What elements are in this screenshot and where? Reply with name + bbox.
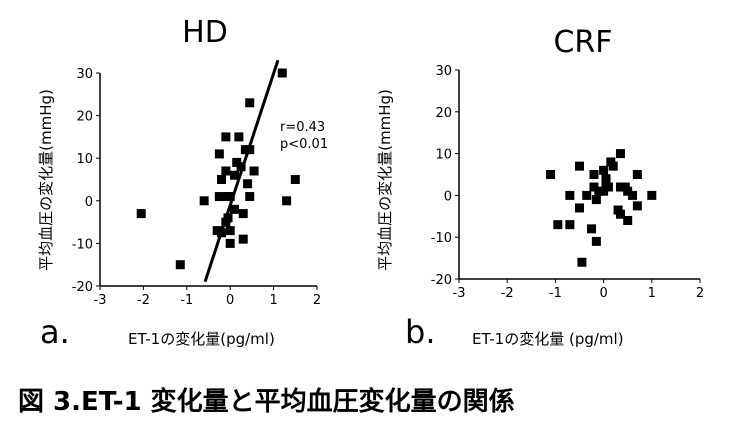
data-point <box>230 170 240 180</box>
data-point <box>238 234 248 244</box>
y-tick-label: 0 <box>85 195 93 210</box>
y-tick-label: 10 <box>76 152 93 167</box>
y-tick-label: 30 <box>435 64 452 79</box>
y-tick-label: -10 <box>431 231 452 246</box>
data-point <box>175 260 185 270</box>
data-point <box>599 186 609 196</box>
p-annotation: p<0.01 <box>280 137 328 152</box>
data-point <box>245 192 255 202</box>
data-point <box>238 209 248 219</box>
x-tick-label: 0 <box>599 286 607 301</box>
data-point <box>243 179 253 189</box>
data-point <box>565 220 575 230</box>
data-point <box>601 174 611 184</box>
data-point <box>136 209 146 219</box>
x-tick-label: 1 <box>648 286 656 301</box>
data-point <box>214 149 224 159</box>
x-tick-label: 2 <box>696 286 704 301</box>
data-point <box>230 204 240 214</box>
data-point <box>245 98 255 108</box>
y-tick-label: 20 <box>76 110 93 125</box>
data-point <box>615 209 625 219</box>
y-tick-label: 10 <box>435 148 452 163</box>
data-point <box>647 190 657 200</box>
data-point <box>225 192 235 202</box>
x-tick-label: 2 <box>313 293 321 308</box>
x-tick-label: 0 <box>226 293 234 308</box>
y-tick-label: -20 <box>72 280 93 295</box>
x-tick-label: 1 <box>269 293 277 308</box>
x-label-crf: ET-1の変化量 (pg/ml) <box>472 330 624 348</box>
data-point <box>589 182 599 192</box>
data-point <box>546 170 556 179</box>
x-tick-label: -2 <box>501 286 514 301</box>
data-point <box>591 195 601 205</box>
data-point <box>221 132 231 142</box>
y-tick-label: 20 <box>435 106 452 121</box>
data-point <box>217 175 227 184</box>
data-point <box>603 182 613 192</box>
data-point <box>236 162 246 172</box>
panel-label-b: b. <box>405 313 435 351</box>
y-label-hd: 平均血圧の変化量(mmHg) <box>37 89 55 271</box>
data-point <box>589 170 599 179</box>
data-point <box>225 226 235 236</box>
data-point <box>282 196 292 206</box>
data-point <box>615 182 625 192</box>
y-tick-label: -10 <box>72 237 93 252</box>
data-point <box>599 165 609 175</box>
data-point <box>594 186 604 196</box>
data-point <box>591 236 601 246</box>
data-point <box>577 257 587 267</box>
data-point <box>632 170 642 179</box>
data-point <box>277 68 287 78</box>
chart-title-hd: HD <box>182 15 228 50</box>
data-point <box>225 238 235 248</box>
y-label-crf: 平均血圧の変化量(mmHg) <box>376 89 394 271</box>
x-tick-label: -3 <box>94 293 107 308</box>
data-point <box>234 132 244 142</box>
data-point <box>249 166 259 176</box>
x-tick-label: -2 <box>137 293 150 308</box>
panel-label-a: a. <box>40 313 70 351</box>
data-point <box>623 186 633 196</box>
x-tick-label: -1 <box>549 286 562 301</box>
data-point <box>632 201 642 211</box>
data-point <box>608 161 618 171</box>
figure-caption: 図 3.ET-1 変化量と平均血圧変化量の関係 <box>18 386 515 417</box>
data-point <box>290 175 300 184</box>
y-tick-label: 0 <box>444 189 452 204</box>
x-label-hd: ET-1の変化量(pg/ml) <box>128 330 275 348</box>
data-point <box>615 149 625 159</box>
x-tick-label: -3 <box>453 286 466 301</box>
data-point <box>575 203 584 213</box>
data-point <box>221 166 231 176</box>
x-tick-label: -1 <box>180 293 193 308</box>
regression-line <box>203 59 280 283</box>
data-point <box>575 161 584 171</box>
data-point <box>199 196 209 206</box>
data-point <box>565 190 575 200</box>
data-point <box>623 215 633 225</box>
y-tick-label: -20 <box>431 273 452 288</box>
data-point <box>582 190 592 200</box>
data-point <box>214 192 224 202</box>
chart-title-crf: CRF <box>553 25 612 60</box>
y-tick-label: 30 <box>76 67 93 82</box>
r-annotation: r=0.43 <box>280 120 325 135</box>
data-point <box>628 190 638 200</box>
data-point <box>553 220 563 230</box>
data-point <box>587 224 597 234</box>
